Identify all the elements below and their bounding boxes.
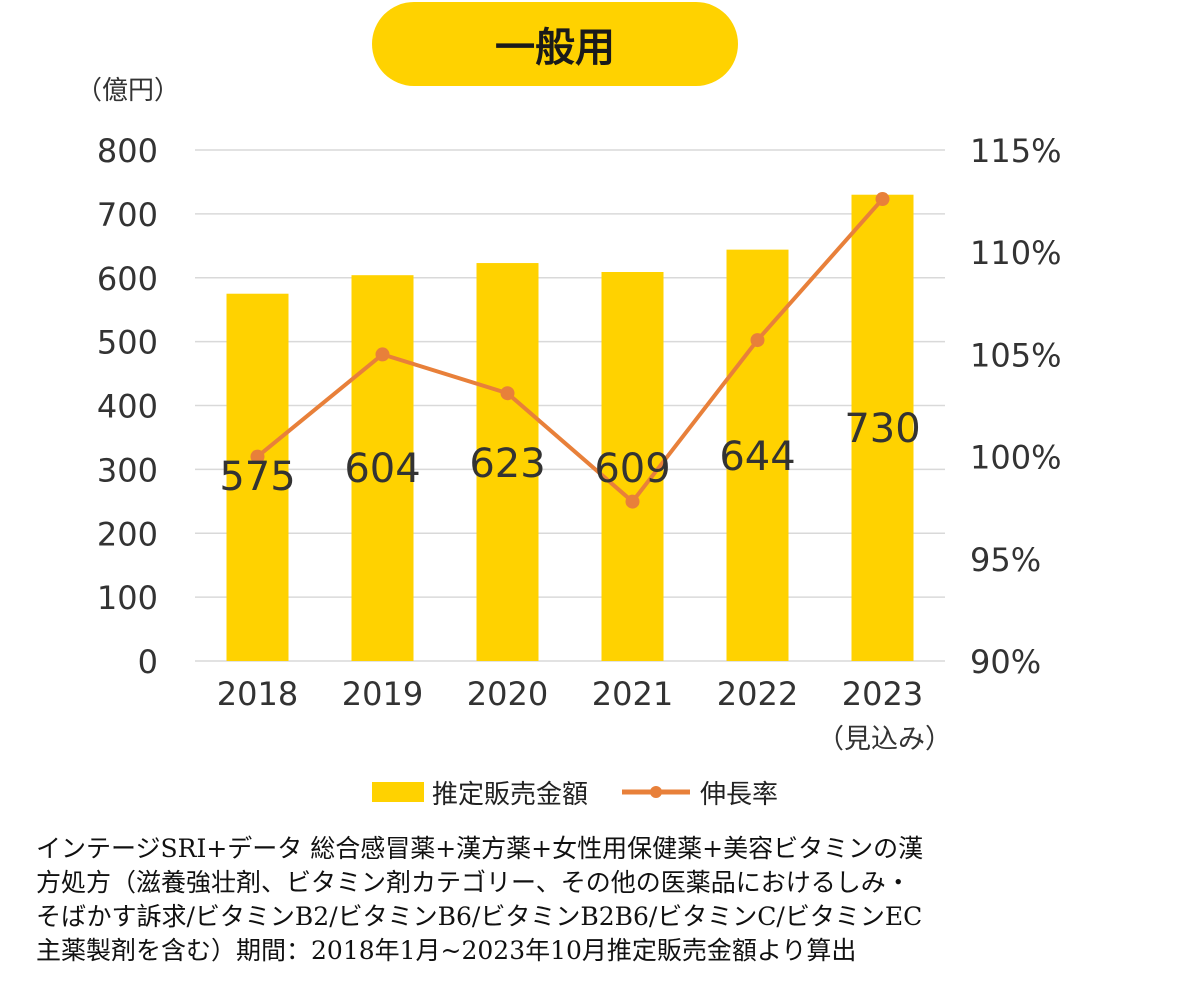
bar-series [226,194,914,661]
chart-title-badge: 一般用 [372,2,738,86]
bar [226,293,289,661]
legend: 推定販売金額 伸長率 [372,780,778,810]
y-tick-label: 700 [97,196,158,234]
legend-line-label: 伸長率 [700,780,778,810]
x-axis-ticks: 2018 2019 2020 2021 2022 2023 （見込み） [217,675,952,755]
y-tick-label: 300 [97,451,158,489]
y-tick-label: 800 [97,132,158,170]
right-axis-ticks: 90% 95% 100% 105% 110% 115% [970,132,1061,681]
line-point [875,192,890,207]
y-tick-label: 200 [97,515,158,553]
y2-tick-label: 95% [970,541,1041,579]
bar [476,263,539,661]
y-tick-label: 100 [97,579,158,617]
bar [601,272,664,661]
x-tick-label: 2019 [342,675,423,713]
source-caption: インテージSRI+データ 総合感冒薬+漢方薬+女性用保健薬+美容ビタミンの漢 方… [36,832,1166,968]
legend-bar-label: 推定販売金額 [432,780,588,810]
bar [851,194,914,661]
chart-title: 一般用 [495,25,615,71]
bar [351,275,414,661]
legend-bar-swatch [372,782,424,802]
bar-value-label: 575 [219,454,295,500]
y2-tick-label: 110% [970,234,1061,272]
bar-value-label: 623 [469,441,545,487]
legend-line-marker [650,786,662,798]
x-tick-label: 2020 [467,675,548,713]
x-tick-sublabel: （見込み） [817,724,952,755]
growth-rate-line [256,197,884,504]
y2-tick-label: 115% [970,132,1061,170]
gridlines [195,149,945,662]
caption-line: そばかす訴求/ビタミンB2/ビタミンB6/ビタミンB2B6/ビタミンC/ビタミン… [36,902,923,931]
combo-chart: （億円） 575 604 623 609 644 730 0 100 200 300 400 500… [76,76,1061,810]
caption-line: インテージSRI+データ 総合感冒薬+漢方薬+女性用保健薬+美容ビタミンの漢 [36,834,924,863]
line-point [500,386,515,401]
caption-line: 方処方（滋養強壮剤、ビタミン剤カテゴリー、その他の医薬品におけるしみ・ [36,868,911,897]
line-point [375,347,390,362]
caption-line: 主薬製剤を含む）期間：2018年1月~2023年10月推定販売金額より算出 [36,936,857,965]
y2-tick-label: 105% [970,336,1061,374]
x-tick-label: 2023 [842,675,923,713]
line-point [250,449,265,464]
line-point [750,333,765,348]
left-axis-ticks: 0 100 200 300 400 500 600 700 800 [97,132,158,681]
line-series [250,192,890,509]
bar-value-label: 730 [844,406,920,452]
y-tick-label: 600 [97,260,158,298]
y-tick-label: 500 [97,324,158,362]
y-axis-unit-label: （億円） [76,76,180,106]
line-point [625,494,640,509]
x-tick-label: 2018 [217,675,298,713]
y-tick-label: 0 [138,643,158,681]
bar-value-label: 609 [594,446,670,492]
bar-value-label: 604 [344,446,420,492]
bar-value-label: 644 [719,434,795,480]
y2-tick-label: 90% [970,643,1041,681]
x-tick-label: 2022 [717,675,798,713]
bar-data-labels: 575 604 623 609 644 730 [219,406,920,500]
y2-tick-label: 100% [970,439,1061,477]
y-tick-label: 400 [97,388,158,426]
x-tick-label: 2021 [592,675,673,713]
